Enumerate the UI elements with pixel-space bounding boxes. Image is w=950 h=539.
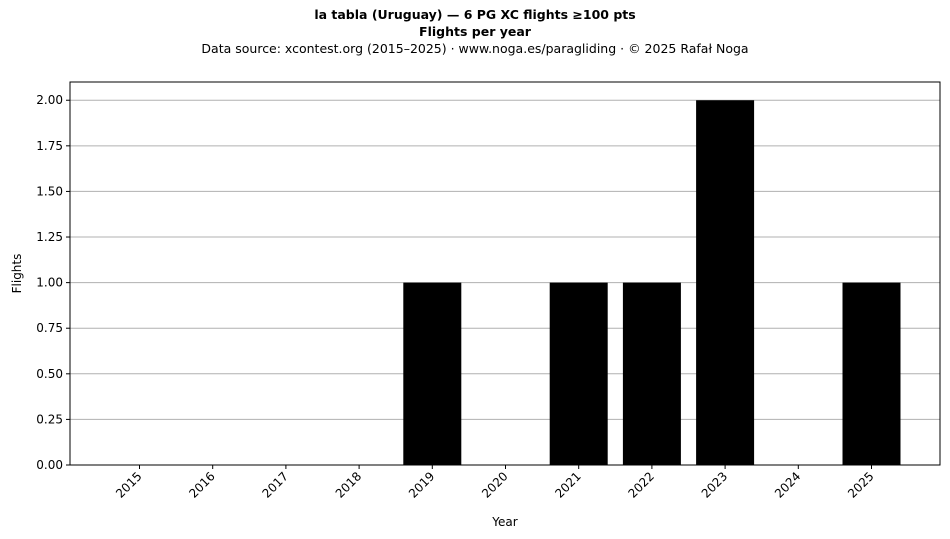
x-tick-label: 2020 [479, 469, 510, 500]
y-tick-label: 1.00 [36, 276, 63, 290]
chart-title: la tabla (Uruguay) — 6 PG XC flights ≥10… [314, 7, 636, 22]
x-tick-label: 2018 [333, 469, 364, 500]
y-axis-label: Flights [10, 254, 24, 294]
x-tick-label: 2017 [260, 469, 291, 500]
plot-frame [69, 81, 941, 466]
y-tick-label: 0.00 [36, 458, 63, 472]
chart-subtitle: Flights per year [419, 24, 531, 39]
y-tick-label: 0.25 [36, 412, 63, 426]
bar-2025 [842, 282, 901, 465]
x-tick-label: 2023 [699, 469, 730, 500]
y-tick-label: 1.75 [36, 139, 63, 153]
chart-titles: la tabla (Uruguay) — 6 PG XC flights ≥10… [0, 6, 950, 57]
x-tick-label: 2025 [845, 469, 876, 500]
x-tick-label: 2022 [626, 469, 657, 500]
grid-lines [70, 99, 940, 466]
data-source-note: Data source: xcontest.org (2015–2025) · … [201, 41, 749, 56]
bar-2019 [403, 282, 462, 465]
x-tick-label: 2016 [186, 469, 217, 500]
y-axis-ticks: 0.00 0.25 0.50 0.75 1.00 1.25 1.50 1.75 2.00 [36, 93, 70, 472]
y-tick-label: 0.50 [36, 367, 63, 381]
y-tick-label: 1.25 [36, 230, 63, 244]
bar-2022 [622, 282, 681, 465]
x-axis-label: Year [491, 515, 517, 529]
x-tick-label: 2015 [113, 469, 144, 500]
x-tick-label: 2021 [552, 469, 583, 500]
x-axis-ticks: 2015 2016 2017 2018 2019 2020 2021 2022 2023 2024… [113, 465, 877, 501]
x-tick-label: 2019 [406, 469, 437, 500]
bar-2021 [549, 282, 608, 465]
y-tick-label: 2.00 [36, 93, 63, 107]
bar-2023 [696, 100, 755, 465]
y-tick-label: 1.50 [36, 184, 63, 198]
x-tick-label: 2024 [772, 469, 803, 500]
bars [403, 100, 901, 465]
y-tick-label: 0.75 [36, 321, 63, 335]
